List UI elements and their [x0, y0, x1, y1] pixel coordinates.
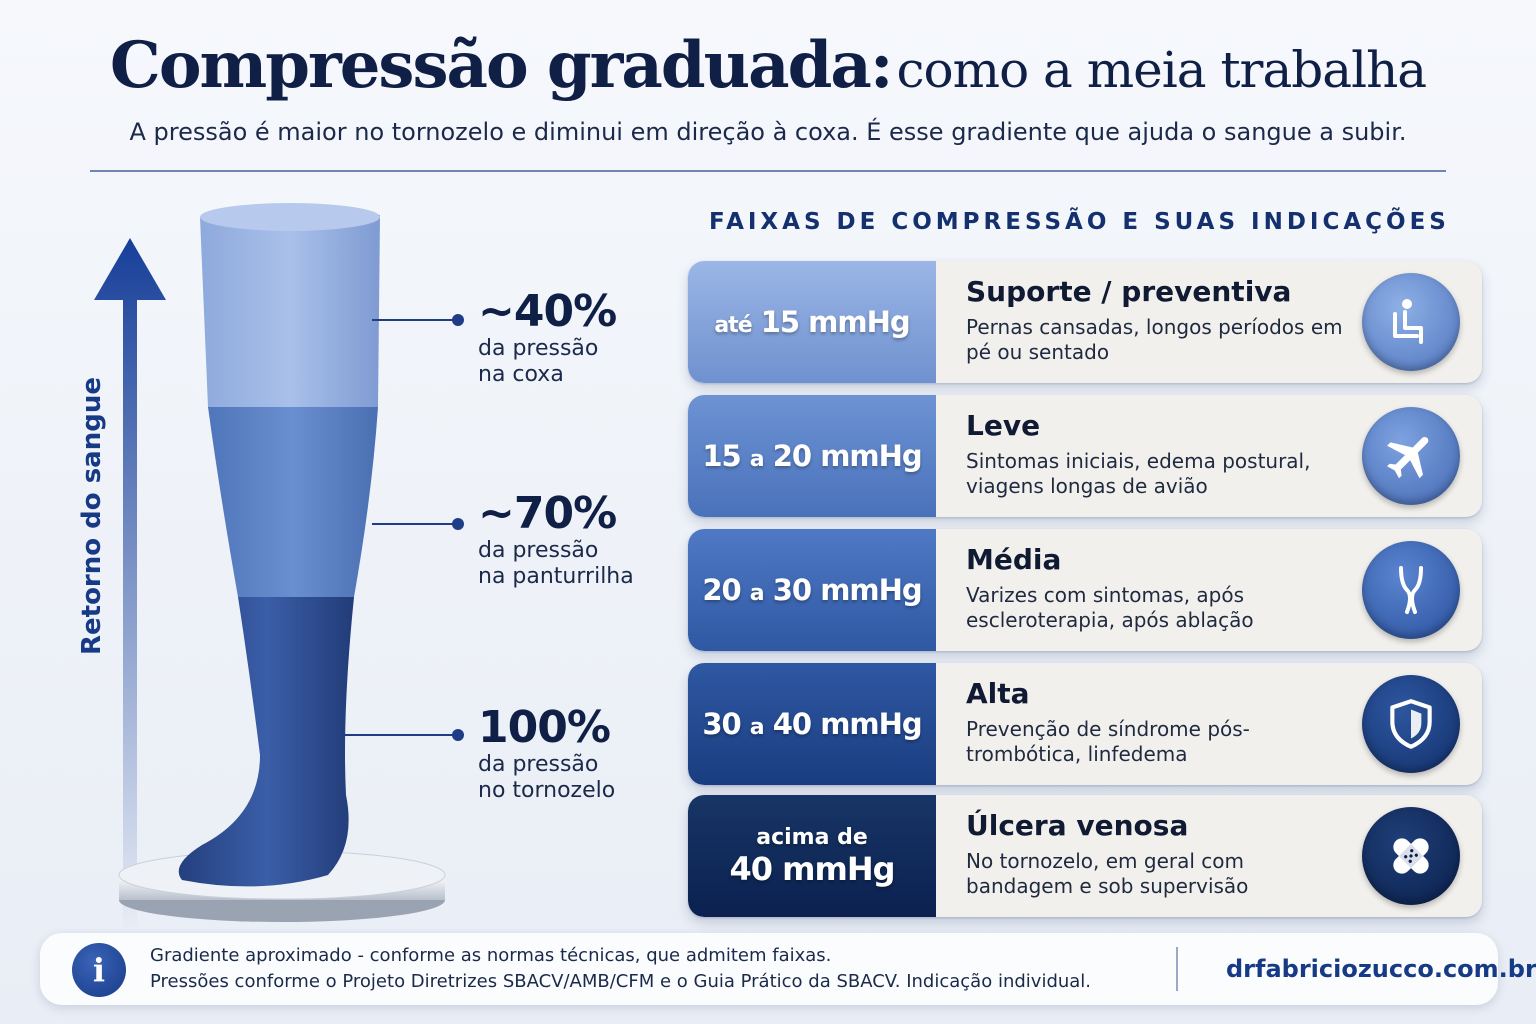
header-divider [90, 170, 1446, 172]
footer-divider [1176, 947, 1178, 991]
band-range-to: 30 mmHg [772, 573, 923, 607]
band-range-prefix: acima de [756, 824, 868, 850]
title-bold: Compressão graduada: [109, 28, 894, 103]
ankle-pressure-line1: da pressão [478, 752, 599, 777]
compression-band-medium: 20 a 30 mmHg Média Varizes com sintomas,… [688, 529, 1482, 651]
compression-band-high: 30 a 40 mmHg Alta Prevenção de síndrome … [688, 663, 1482, 785]
calf-leader-line [372, 518, 464, 530]
ankle-leader-line [342, 729, 464, 741]
airplane-icon [1362, 407, 1460, 505]
calf-pressure: ~70% da pressão na panturrilha [478, 490, 634, 590]
thigh-pressure-line2: na coxa [478, 362, 564, 387]
band-range-from: 30 [702, 707, 741, 741]
band-title: Média [966, 543, 1062, 576]
compression-band-light: 15 a 20 mmHg Leve Sintomas iniciais, ede… [688, 395, 1482, 517]
thigh-pressure-value: ~40% [478, 286, 617, 337]
band-description: Prevenção de síndrome pós-trombótica, li… [966, 717, 1250, 766]
band-range: 30 a 40 mmHg [688, 663, 936, 785]
band-range-sep: a [749, 447, 765, 472]
band-title: Úlcera venosa [966, 809, 1189, 842]
thigh-pressure-line1: da pressão [478, 336, 599, 361]
band-title: Alta [966, 677, 1030, 710]
section-title: FAIXAS DE COMPRESSÃO E SUAS INDICAÇÕES [709, 209, 1450, 235]
veins-icon [1362, 541, 1460, 639]
band-range-from: 20 [702, 573, 741, 607]
band-range-to: 40 mmHg [772, 707, 923, 741]
band-description: Varizes com sintomas, após escleroterapi… [966, 583, 1254, 632]
page-title: Compressão graduada: como a meia trabalh… [0, 28, 1536, 103]
band-title: Suporte / preventiva [966, 275, 1292, 308]
footer-note-1: Gradiente aproximado - conforme as norma… [150, 945, 832, 966]
band-description: Pernas cansadas, longos períodos em pé o… [966, 315, 1343, 364]
title-rest: como a meia trabalha [896, 41, 1428, 99]
thigh-pressure: ~40% da pressão na coxa [478, 286, 617, 388]
band-description: No tornozelo, em geral com bandagem e so… [966, 849, 1249, 898]
bandage-icon [1362, 807, 1460, 905]
band-range-value: 15 mmHg [760, 305, 911, 339]
band-range: acima de 40 mmHg [688, 795, 936, 917]
info-icon: i [72, 943, 126, 997]
band-range: 20 a 30 mmHg [688, 529, 936, 651]
footer: i Gradiente aproximado - conforme as nor… [40, 933, 1536, 1005]
calf-pressure-line2: na panturrilha [478, 564, 634, 589]
band-title: Leve [966, 409, 1041, 442]
blood-return-label: Retorno do sangue [77, 376, 107, 656]
website-link[interactable]: drfabriciozucco.com.br [1226, 955, 1536, 983]
shield-icon [1362, 675, 1460, 773]
page-subtitle: A pressão é maior no tornozelo e diminui… [129, 118, 1407, 146]
band-range: 15 a 20 mmHg [688, 395, 936, 517]
band-range-sep: a [749, 581, 765, 606]
footer-note-2: Pressões conforme o Projeto Diretrizes S… [150, 971, 1092, 992]
blood-flow-arrow-icon [94, 238, 166, 928]
band-range-to: 20 mmHg [772, 439, 923, 473]
band-range-from: 15 [702, 439, 741, 473]
band-range: até 15 mmHg [688, 261, 936, 383]
ankle-pressure-line2: no tornozelo [478, 778, 616, 803]
thigh-leader-line [372, 314, 464, 326]
band-range-prefix: até [714, 313, 752, 338]
sitting-person-icon [1362, 273, 1460, 371]
band-range-value: 40 mmHg [729, 849, 895, 888]
compression-stocking-illustration [118, 203, 446, 922]
compression-band-ulcer: acima de 40 mmHg Úlcera venosa No tornoz… [688, 795, 1482, 917]
ankle-pressure-value: 100% [478, 702, 611, 753]
calf-pressure-line1: da pressão [478, 538, 599, 563]
band-range-sep: a [749, 715, 765, 740]
band-description: Sintomas iniciais, edema postural, viage… [966, 449, 1311, 498]
calf-pressure-value: ~70% [478, 488, 617, 539]
ankle-pressure: 100% da pressão no tornozelo [478, 704, 615, 804]
compression-band-support: até 15 mmHg Suporte / preventiva Pernas … [688, 261, 1482, 383]
